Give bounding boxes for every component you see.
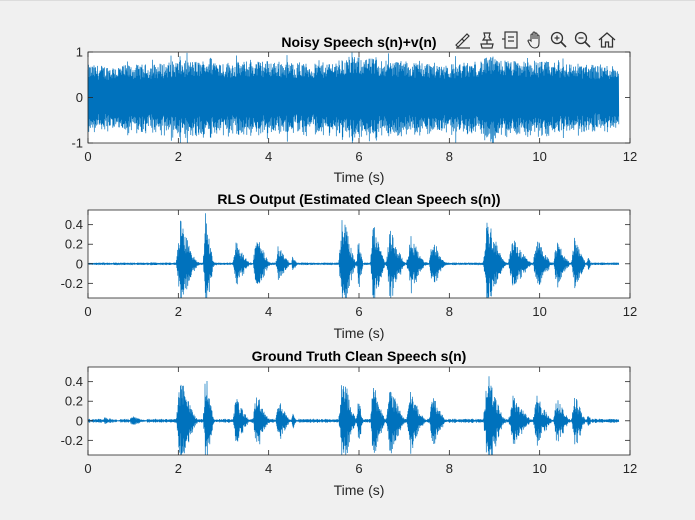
y-tick-label: 0.4 [65, 374, 83, 389]
x-tick-label: 0 [84, 304, 91, 319]
x-tick-label: 0 [84, 149, 91, 164]
x-tick-label: 4 [265, 149, 272, 164]
y-tick-label: -1 [71, 136, 83, 151]
y-tick-label: 0 [76, 413, 83, 428]
x-tick-label: 10 [532, 461, 546, 476]
x-axis-label: Time (s) [334, 325, 385, 341]
x-tick-label: 6 [355, 304, 362, 319]
x-tick-label: 2 [175, 304, 182, 319]
y-tick-label: 0 [76, 90, 83, 105]
signal-line [87, 213, 620, 299]
x-axis-label: Time (s) [334, 169, 385, 185]
y-tick-label: 0.4 [65, 217, 83, 232]
y-tick-label: -0.2 [61, 276, 83, 291]
zoom-in-icon[interactable] [548, 29, 570, 51]
x-tick-label: 10 [532, 304, 546, 319]
chart-title: RLS Output (Estimated Clean Speech s(n)) [217, 191, 500, 207]
brush-icon[interactable] [452, 29, 474, 51]
y-tick-label: -0.2 [61, 433, 83, 448]
x-tick-label: 12 [623, 304, 637, 319]
y-tick-label: 1 [76, 45, 83, 60]
x-tick-label: 2 [175, 149, 182, 164]
signal-line [87, 376, 620, 456]
chart-title: Noisy Speech s(n)+v(n) [281, 34, 436, 50]
y-tick-label: 0 [76, 256, 83, 271]
y-tick-label: 0.2 [65, 394, 83, 409]
x-tick-label: 6 [355, 461, 362, 476]
signal-series [87, 52, 620, 144]
home-icon[interactable] [596, 29, 618, 51]
x-tick-label: 10 [532, 149, 546, 164]
x-tick-label: 4 [265, 461, 272, 476]
x-tick-label: 8 [446, 461, 453, 476]
pan-hand-icon[interactable] [524, 29, 546, 51]
zoom-out-icon[interactable] [572, 29, 594, 51]
y-tick-label: 0.2 [65, 237, 83, 252]
legend-icon[interactable] [500, 29, 522, 51]
x-tick-label: 8 [446, 304, 453, 319]
x-tick-label: 12 [623, 461, 637, 476]
x-tick-label: 12 [623, 149, 637, 164]
signal-series [87, 376, 620, 456]
x-tick-label: 8 [446, 149, 453, 164]
x-tick-label: 4 [265, 304, 272, 319]
axes-toolbar [452, 28, 618, 52]
x-tick-label: 2 [175, 461, 182, 476]
chart-title: Ground Truth Clean Speech s(n) [252, 348, 467, 364]
signal-series [87, 213, 620, 299]
data-tips-icon[interactable] [476, 29, 498, 51]
signal-line [87, 52, 620, 144]
x-axis-label: Time (s) [334, 482, 385, 498]
x-tick-label: 0 [84, 461, 91, 476]
window-top-border [0, 0, 695, 1]
x-tick-label: 6 [355, 149, 362, 164]
